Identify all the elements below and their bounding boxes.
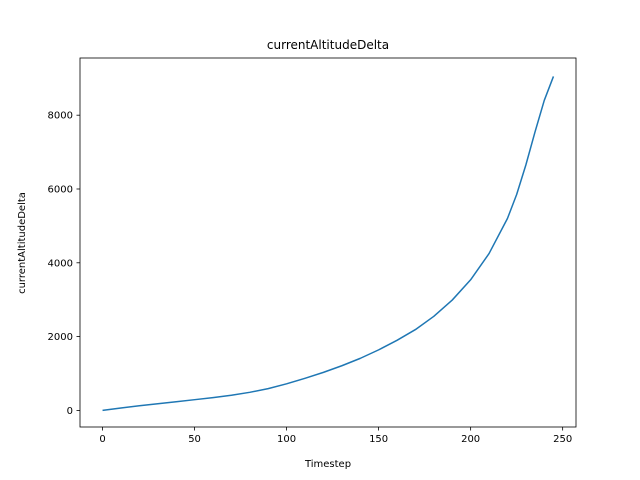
x-tick-label: 150 (369, 434, 388, 445)
y-tick-label: 2000 (48, 332, 73, 343)
y-tick-label: 0 (67, 406, 73, 417)
y-tick-label: 4000 (48, 258, 73, 269)
x-tick-label: 0 (99, 434, 105, 445)
x-axis-label: Timestep (304, 459, 351, 470)
y-tick-label: 8000 (48, 111, 73, 122)
x-tick-label: 200 (461, 434, 480, 445)
axes: 0 50 100 150 200 250 0 2000 4000 6000 8000 (48, 57, 577, 445)
y-tick-label: 6000 (48, 184, 73, 195)
x-tick-label: 100 (277, 434, 296, 445)
x-tick-label: 50 (188, 434, 201, 445)
y-axis-label: currentAltitudeDelta (17, 192, 28, 294)
chart-title: currentAltitudeDelta (267, 38, 389, 52)
series-line-0 (102, 76, 555, 412)
x-tick-label: 250 (553, 434, 572, 445)
plot-area (102, 76, 555, 412)
axes-frame (79, 57, 577, 428)
